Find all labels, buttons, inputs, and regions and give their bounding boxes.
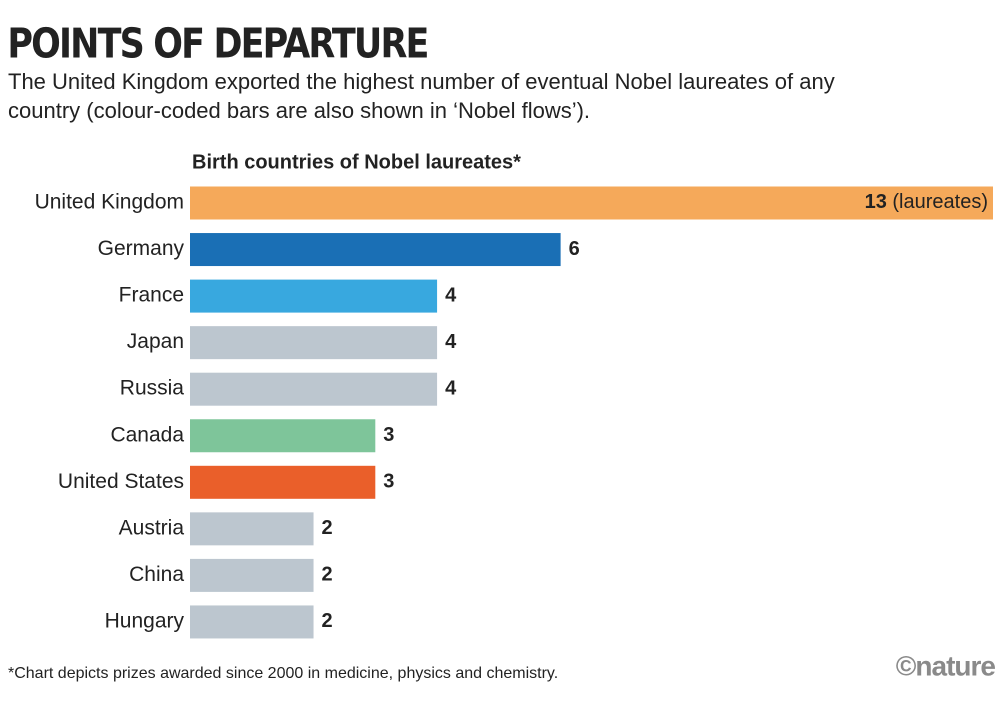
bar <box>190 233 561 267</box>
category-label: Russia <box>120 377 185 400</box>
bar <box>190 605 314 639</box>
bar <box>190 558 314 592</box>
subtitle-line: country (colour-coded bars are also show… <box>8 98 590 123</box>
category-label: Canada <box>110 423 184 446</box>
category-label: United States <box>58 470 184 493</box>
value-label: 2 <box>322 517 333 539</box>
value-label: 6 <box>569 238 580 260</box>
chart-heading: Birth countries of Nobel laureates* <box>192 151 521 173</box>
value-label: 2 <box>322 564 333 586</box>
category-label: United Kingdom <box>35 191 184 214</box>
bar <box>190 372 438 406</box>
credit: ©nature <box>896 650 996 681</box>
bar <box>190 279 438 313</box>
subtitle-line: The United Kingdom exported the highest … <box>8 69 835 94</box>
value-label: 2 <box>322 610 333 632</box>
value-label: 3 <box>383 424 394 446</box>
value-unit: (laureates) <box>887 191 988 213</box>
category-label: Japan <box>127 330 184 353</box>
value-number: 13 <box>865 191 887 213</box>
category-label: Austria <box>119 516 185 539</box>
category-label: Hungary <box>105 609 185 632</box>
bar <box>190 512 314 546</box>
value-label: 4 <box>445 331 457 353</box>
value-label: 4 <box>445 377 457 399</box>
bar <box>190 419 376 453</box>
value-label: 4 <box>445 284 457 306</box>
category-label: France <box>119 284 184 307</box>
value-label: 13 (laureates) <box>865 191 988 213</box>
bar <box>190 326 438 360</box>
bar <box>190 465 376 499</box>
bar <box>190 186 993 220</box>
category-label: China <box>129 563 184 586</box>
footnote: *Chart depicts prizes awarded since 2000… <box>8 665 558 682</box>
chart-title: POINTS OF DEPARTURE <box>7 20 427 67</box>
category-label: Germany <box>98 237 185 260</box>
value-label: 3 <box>383 471 394 493</box>
